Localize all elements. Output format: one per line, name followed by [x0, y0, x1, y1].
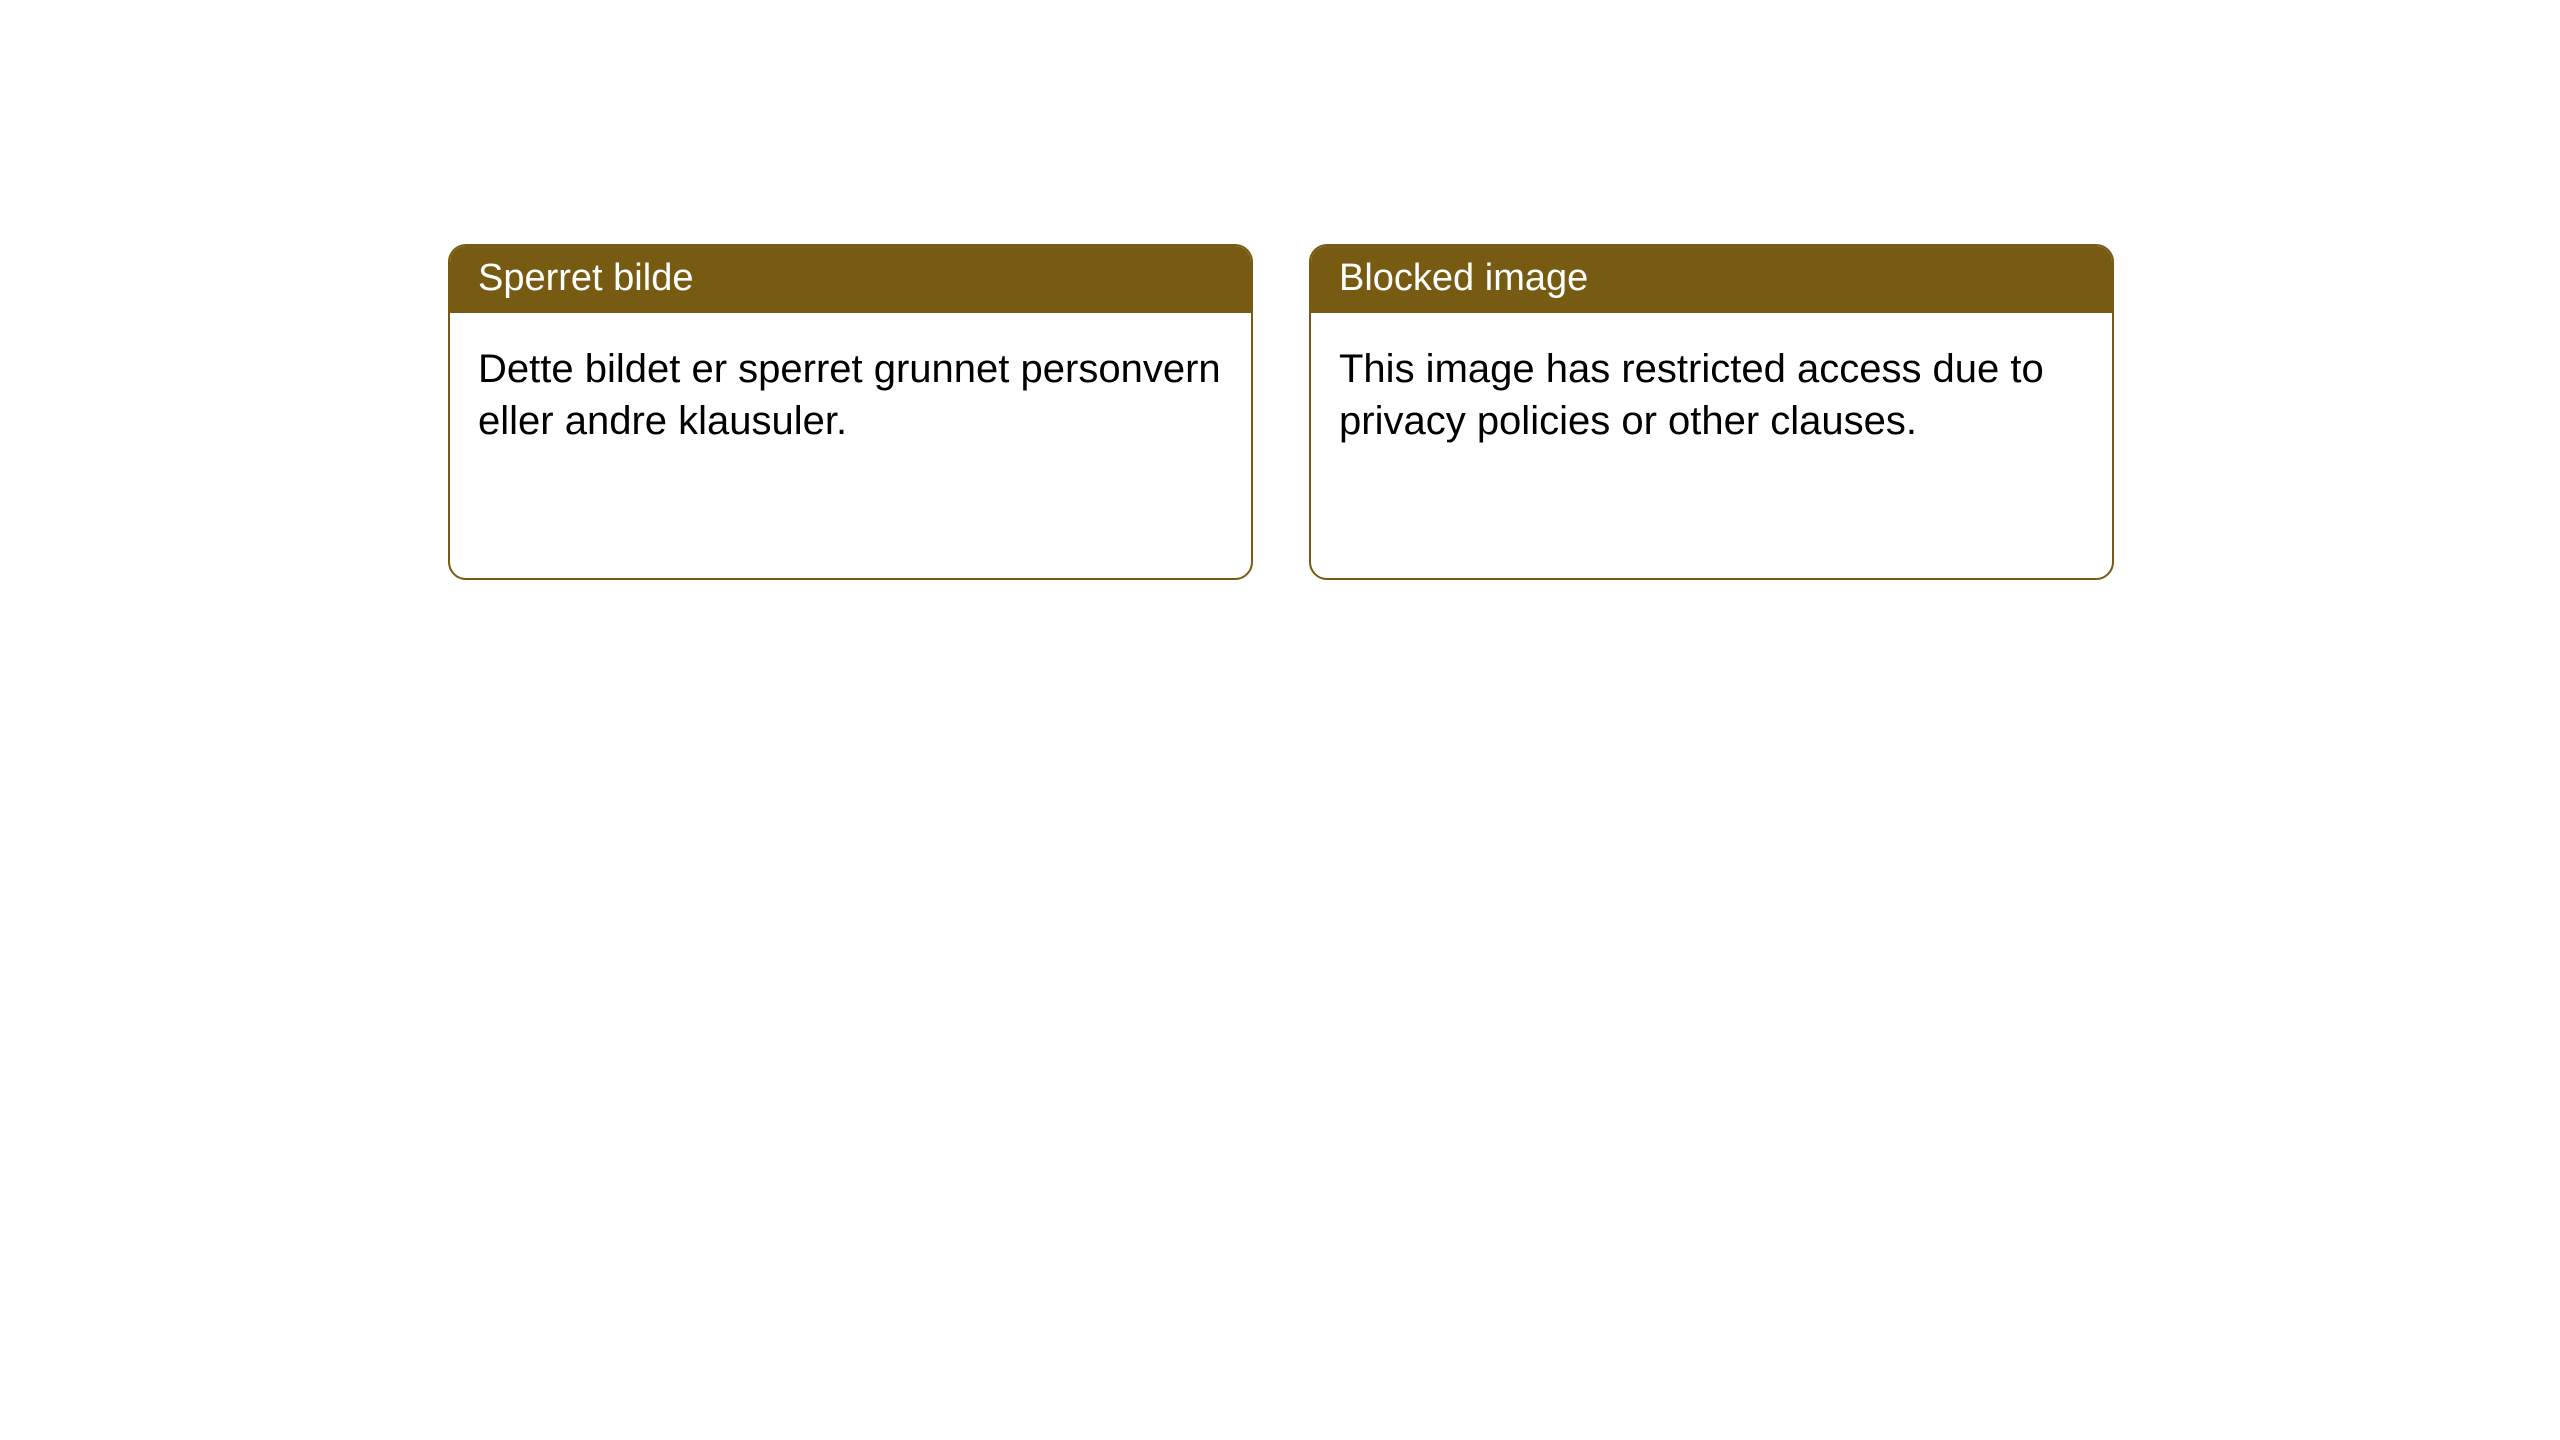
notice-body: Dette bildet er sperret grunnet personve… [450, 313, 1251, 477]
notice-container: Sperret bilde Dette bildet er sperret gr… [0, 0, 2560, 580]
notice-body: This image has restricted access due to … [1311, 313, 2112, 477]
notice-card-english: Blocked image This image has restricted … [1309, 244, 2114, 580]
notice-header: Sperret bilde [450, 246, 1251, 313]
notice-card-norwegian: Sperret bilde Dette bildet er sperret gr… [448, 244, 1253, 580]
notice-header: Blocked image [1311, 246, 2112, 313]
